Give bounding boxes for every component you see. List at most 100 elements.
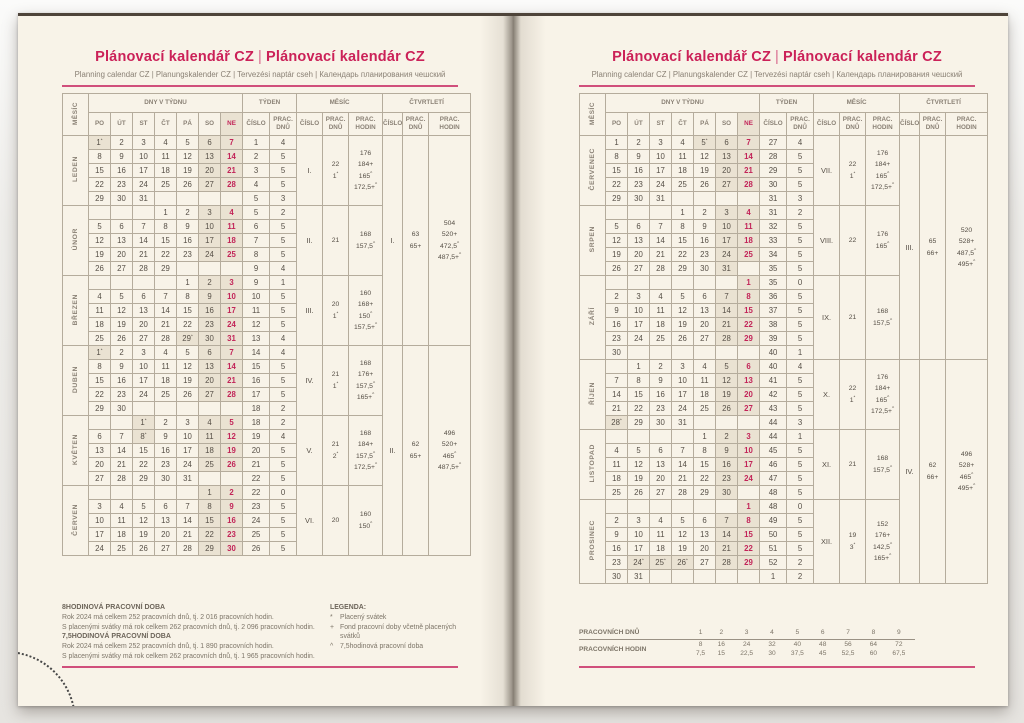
week-number-cell: 16 bbox=[242, 373, 271, 388]
week-workdays-cell: 5 bbox=[269, 527, 298, 542]
week-workdays-cell: 5 bbox=[786, 513, 815, 528]
week-row: SRPEN 1 2 3 4 31 2 VIII. 22 176 165^ bbox=[579, 205, 988, 276]
week-row: 29 30 18 2 bbox=[63, 401, 471, 416]
week-number-cell: 40 bbox=[759, 359, 788, 374]
day-cell bbox=[627, 275, 650, 290]
day-cell bbox=[132, 485, 155, 500]
day-cell: 10 bbox=[627, 527, 650, 542]
month-name-cell: BŘEZEN bbox=[62, 275, 89, 346]
header-sub-0: ČÍSLO bbox=[242, 112, 271, 136]
day-cell: 11 bbox=[154, 359, 177, 374]
day-cell: 12 bbox=[110, 303, 133, 318]
week-workdays-cell: 2 bbox=[269, 415, 298, 430]
title-slovak: Plánovací kalendár CZ bbox=[782, 49, 942, 65]
day-cell: 23 bbox=[627, 177, 650, 192]
day-cell: 26* bbox=[671, 555, 694, 570]
week-row: 29 30 31 5 3 bbox=[63, 191, 471, 206]
quarter-workdays-cell: 62 66+ bbox=[919, 359, 947, 584]
week-number-cell: 34 bbox=[759, 247, 788, 262]
day-cell: 8 bbox=[154, 219, 177, 234]
day-cell bbox=[605, 429, 628, 444]
week-workdays-cell: 5 bbox=[269, 457, 298, 472]
header-month-vertical: MĚSÍC bbox=[579, 93, 606, 136]
day-cell: 21 bbox=[715, 541, 738, 556]
week-row: 11 12 13 14 15 16 17 11 5 bbox=[63, 303, 471, 318]
day-cell: 4 bbox=[693, 359, 716, 374]
day-cell: 9 bbox=[715, 443, 738, 458]
day-cell: 22 bbox=[88, 387, 111, 402]
day-cell: 25 bbox=[88, 331, 111, 346]
day-cell: 2 bbox=[219, 485, 244, 500]
week-workdays-cell: 5 bbox=[786, 303, 815, 318]
day-cell: 1 bbox=[736, 499, 761, 514]
month-workhours-cell: 160 150^ bbox=[348, 485, 384, 556]
week-number-cell: 44 bbox=[759, 415, 788, 430]
day-cell: 21 bbox=[154, 317, 177, 332]
legend-text: Fond pracovní doby včetně placených svát… bbox=[340, 623, 457, 641]
header-quarter-group: ČTVRTLETÍ bbox=[899, 93, 989, 113]
week-number-cell: 14 bbox=[242, 345, 271, 360]
week-workdays-cell: 2 bbox=[269, 205, 298, 220]
day-cell: 19 bbox=[219, 443, 244, 458]
day-cell: 24 bbox=[132, 177, 155, 192]
day-cell: 8 bbox=[671, 219, 694, 234]
month-workhours-cell: 176 184+ 165^ 172,5+^ bbox=[348, 135, 384, 206]
week-workdays-cell: 5 bbox=[269, 373, 298, 388]
day-cell: 30 bbox=[198, 331, 221, 346]
day-cell: 30 bbox=[715, 485, 738, 500]
month-workdays-cell: 21 bbox=[839, 429, 867, 500]
day-cell: 16 bbox=[219, 513, 244, 528]
day-cell: 30 bbox=[627, 191, 650, 206]
day-cell: 13 bbox=[110, 233, 133, 248]
day-cell: 16 bbox=[649, 387, 672, 402]
working-time-info: 8HODINOVÁ PRACOVNÍ DOBA Rok 2024 má celke… bbox=[62, 603, 324, 661]
day-cell bbox=[219, 261, 244, 276]
day-cell: 12 bbox=[176, 149, 199, 164]
day-cell: 6 bbox=[715, 135, 738, 150]
week-workdays-cell: 4 bbox=[269, 261, 298, 276]
day-cell: 29* bbox=[176, 331, 199, 346]
legend-item-1: + Fond pracovní doby včetně placených svá… bbox=[330, 623, 470, 642]
month-name-cell: ŘÍJEN bbox=[579, 359, 606, 430]
day-cell: 16 bbox=[627, 163, 650, 178]
week-workdays-cell: 5 bbox=[269, 317, 298, 332]
week-workdays-cell: 2 bbox=[786, 205, 815, 220]
month-workhours-cell: 152 176+ 142,5^ 165+^ bbox=[865, 499, 901, 584]
day-cell: 5 bbox=[671, 289, 694, 304]
day-cell bbox=[693, 275, 716, 290]
week-number-cell: 4 bbox=[242, 177, 271, 192]
day-cell bbox=[715, 569, 738, 584]
legend-symbol: ^ bbox=[330, 642, 334, 650]
day-cell: 7 bbox=[736, 135, 761, 150]
day-cell: 29 bbox=[605, 191, 628, 206]
week-number-cell: 6 bbox=[242, 219, 271, 234]
week-number-cell: 3 bbox=[242, 163, 271, 178]
day-cell: 12 bbox=[671, 527, 694, 542]
day-cell: 21 bbox=[736, 163, 761, 178]
day-cell: 31 bbox=[219, 331, 244, 346]
day-cell: 7 bbox=[110, 429, 133, 444]
day-cell bbox=[132, 401, 155, 416]
week-workdays-cell: 5 bbox=[269, 443, 298, 458]
week-row: 30 40 1 bbox=[580, 345, 988, 360]
day-cell: 12 bbox=[671, 303, 694, 318]
week-number-cell: 31 bbox=[759, 191, 788, 206]
day-cell: 2 bbox=[605, 513, 628, 528]
week-number-cell: 36 bbox=[759, 289, 788, 304]
day-cell: 12 bbox=[715, 373, 738, 388]
day-cell: 9 bbox=[110, 359, 133, 374]
day-cell: 26 bbox=[715, 401, 738, 416]
week-row: BŘEZEN 1 2 3 9 1 III. 20 1* 160 168+ 150^ 157,5+… bbox=[62, 275, 471, 346]
day-cell bbox=[154, 191, 177, 206]
day-cell: 10 bbox=[198, 219, 221, 234]
week-number-cell: 47 bbox=[759, 471, 788, 486]
day-cell: 26 bbox=[627, 485, 650, 500]
day-cell: 14 bbox=[219, 149, 244, 164]
day-cell: 15 bbox=[736, 303, 761, 318]
day-cell: 17 bbox=[132, 163, 155, 178]
day-cell: 4 bbox=[605, 443, 628, 458]
day-cell: 30 bbox=[605, 345, 628, 360]
page-left: Plánovací kalendář CZ | Plánovací kalendár… bbox=[18, 16, 513, 706]
day-cell: 25 bbox=[736, 247, 761, 262]
header-quarter-group: ČTVRTLETÍ bbox=[382, 93, 472, 113]
